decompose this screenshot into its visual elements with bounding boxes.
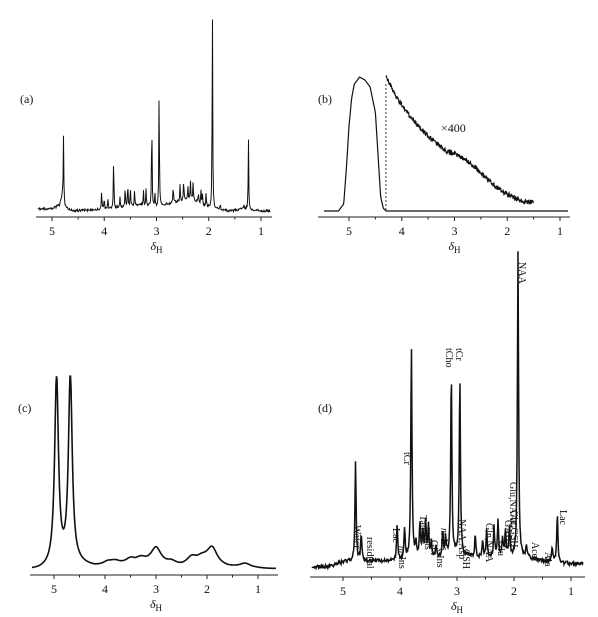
- peak-annotation: tCr: [453, 348, 464, 361]
- peak-annotation: m-Ins: [422, 527, 433, 550]
- peak-annotation: s-Ins: [434, 548, 445, 568]
- x-axis-label: δH: [448, 239, 461, 255]
- peak-annotation: Tau: [417, 515, 428, 530]
- x-tick-label: 4: [399, 224, 405, 238]
- peak-annotation: GSH: [460, 549, 471, 569]
- x-axis-label: δH: [150, 597, 163, 613]
- peak-annotation: Glu: [495, 541, 506, 556]
- peak-annotation: Ace: [529, 542, 540, 559]
- peak-annotation: Lac: [390, 528, 401, 544]
- x-tick-label: 2: [204, 582, 210, 596]
- peak-annotation: Glu,NAAG: [507, 482, 518, 528]
- peak-annotation: Gln,GSH: [508, 510, 519, 548]
- peak-annotation: Ala: [542, 552, 553, 567]
- panel-a: 5 4 3 2 1 δH (a): [20, 19, 272, 255]
- x-tick-label: 1: [258, 224, 264, 238]
- peak-annotation: GABA: [502, 520, 513, 549]
- peak-annotation: tCr: [401, 452, 412, 465]
- panel-b: 5 4 3 2 1 δH (b) ×400: [318, 74, 570, 255]
- x-tick-label: 4: [101, 224, 107, 238]
- panel-label: (a): [20, 92, 33, 106]
- x-tick-label: 3: [154, 224, 160, 238]
- x-axis-label: δH: [451, 599, 464, 615]
- spectrum-line: [311, 251, 584, 571]
- x-tick-label: 2: [511, 584, 517, 598]
- peak-annotation: tCho: [443, 348, 454, 367]
- panel-label: (b): [318, 92, 332, 106]
- x-tick-label: 5: [340, 584, 346, 598]
- x-tick-label: 5: [49, 224, 55, 238]
- x-tick-label: 5: [51, 582, 57, 596]
- scaled-trace-line: [385, 74, 535, 205]
- panel-c: 5 4 3 2 1 δH (c): [18, 375, 278, 613]
- peak-annotation: Glx: [428, 540, 439, 555]
- peak-annotation: Gln,NAA: [483, 523, 494, 563]
- x-tick-label: 3: [452, 224, 458, 238]
- x-tick-label: 4: [397, 584, 403, 598]
- x-tick-label: 5: [346, 224, 352, 238]
- x-tick-label: 2: [504, 224, 510, 238]
- panel-d: 5 4 3 2 1δH(d)WaterresidualLacm-InstCrTaum-I…: [310, 251, 585, 615]
- peak-annotation: Water: [351, 525, 362, 549]
- x-tick-label: 4: [102, 582, 108, 596]
- panel-label: (d): [318, 401, 332, 415]
- x-tick-label: 1: [568, 584, 574, 598]
- peak-annotation: residual: [364, 537, 375, 569]
- x-tick-label: 2: [206, 224, 212, 238]
- x-tick-label: 1: [557, 224, 563, 238]
- spectrum-line: [31, 375, 277, 570]
- panel-label: (c): [18, 401, 31, 415]
- x-tick-label: 1: [255, 582, 261, 596]
- x-tick-label: 3: [153, 582, 159, 596]
- peak-annotation: m-Ins: [396, 546, 407, 569]
- scale-annotation: ×400: [441, 121, 466, 135]
- x-tick-label: 3: [454, 584, 460, 598]
- peak-annotation: NAA,Asp: [456, 519, 467, 559]
- peak-annotation: m-Ins: [438, 528, 449, 551]
- x-axis-label: δH: [150, 239, 163, 255]
- water-peak-line: [324, 76, 568, 212]
- spectrum-line: [37, 19, 271, 214]
- peak-annotation: Lac: [557, 510, 568, 526]
- peak-annotation: NAA: [516, 262, 527, 284]
